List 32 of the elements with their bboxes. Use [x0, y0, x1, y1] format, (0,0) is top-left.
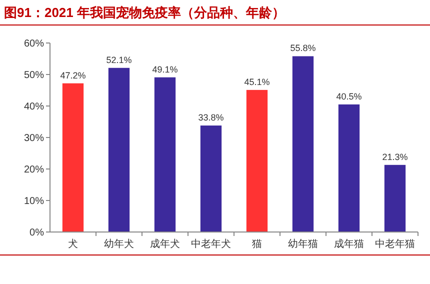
y-tick-label: 0%: [30, 228, 44, 238]
data-label: 40.5%: [336, 91, 362, 102]
y-tick-label: 60%: [24, 38, 44, 50]
data-label: 55.8%: [290, 43, 316, 54]
bar: [154, 77, 176, 232]
x-tick-label: 犬: [68, 238, 78, 250]
bar: [338, 104, 360, 232]
x-tick-label: 成年犬: [150, 238, 180, 250]
bar: [384, 164, 406, 232]
bar: [200, 126, 222, 232]
data-label: 52.1%: [106, 54, 132, 65]
bar: [292, 56, 314, 232]
data-label: 47.2%: [60, 70, 86, 80]
x-tick-label: 中老年犬: [191, 238, 231, 250]
y-tick-label: 10%: [24, 196, 44, 207]
data-label: 49.1%: [152, 64, 178, 74]
data-label: 21.3%: [382, 152, 408, 162]
chart-title: 图91：2021 年我国宠物免疫率（分品种、年龄）: [4, 5, 285, 20]
x-tick-label: 猫: [252, 239, 262, 250]
x-tick-label: 中老年猫: [375, 238, 415, 250]
y-tick-label: 40%: [24, 102, 44, 112]
y-tick-label: 30%: [24, 133, 44, 144]
y-tick-label: 20%: [24, 164, 44, 176]
x-tick-label: 成年猫: [334, 238, 364, 250]
y-tick-label: 50%: [24, 70, 44, 81]
bar: [108, 68, 130, 232]
data-label: 45.1%: [244, 76, 270, 87]
x-tick-label: 幼年猫: [288, 238, 318, 250]
data-label: 33.8%: [198, 112, 224, 123]
bar: [62, 83, 84, 232]
bar: [246, 90, 268, 232]
x-tick-label: 幼年犬: [104, 238, 134, 250]
